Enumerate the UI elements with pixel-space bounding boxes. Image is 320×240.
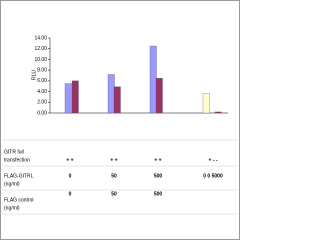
cell: 500 <box>154 173 163 179</box>
row-label: FLAG control <box>4 197 33 203</box>
y-tick-label: 12.00 <box>34 46 47 52</box>
bar <box>113 86 121 114</box>
bar <box>155 78 163 114</box>
bar <box>149 45 157 114</box>
cell: + + <box>110 157 117 163</box>
row-label: transfection <box>4 157 30 163</box>
y-axis-label: RLU <box>31 70 37 80</box>
frame <box>0 0 240 240</box>
y-tick-label: 0.00 <box>37 110 47 116</box>
cell: 0 <box>69 191 72 197</box>
cell: + - - <box>208 157 217 163</box>
cell: 0 <box>69 173 72 179</box>
y-tick-label: 14.00 <box>34 35 47 41</box>
row-label: (ng/ml) <box>4 181 20 187</box>
chart: RLU 0.00 2.00 4.00 6.00 8.00 10.00 12.00 14.00 G… <box>0 0 240 240</box>
cell: + + <box>154 157 161 163</box>
bar <box>64 83 72 114</box>
y-tick-label: 2.00 <box>37 100 47 106</box>
row-label: (ng/ml) <box>4 205 20 211</box>
y-tick-label: 4.00 <box>37 89 47 95</box>
y-tick-label: 8.00 <box>37 67 47 73</box>
bar <box>107 74 115 114</box>
y-tick-label: 6.00 <box>37 78 47 84</box>
row-label: FLAG-GITRL <box>4 173 34 179</box>
cell: 50 <box>111 191 117 197</box>
bar <box>71 80 79 114</box>
cell: 500 <box>154 191 163 197</box>
cell: 50 <box>111 173 117 179</box>
bar <box>202 93 210 114</box>
y-tick-label: 10.00 <box>34 57 47 63</box>
bar <box>214 111 222 114</box>
cell: + + <box>66 157 73 163</box>
cell: 0 0 5000 <box>203 173 223 179</box>
row-label: GITR full <box>4 149 24 155</box>
